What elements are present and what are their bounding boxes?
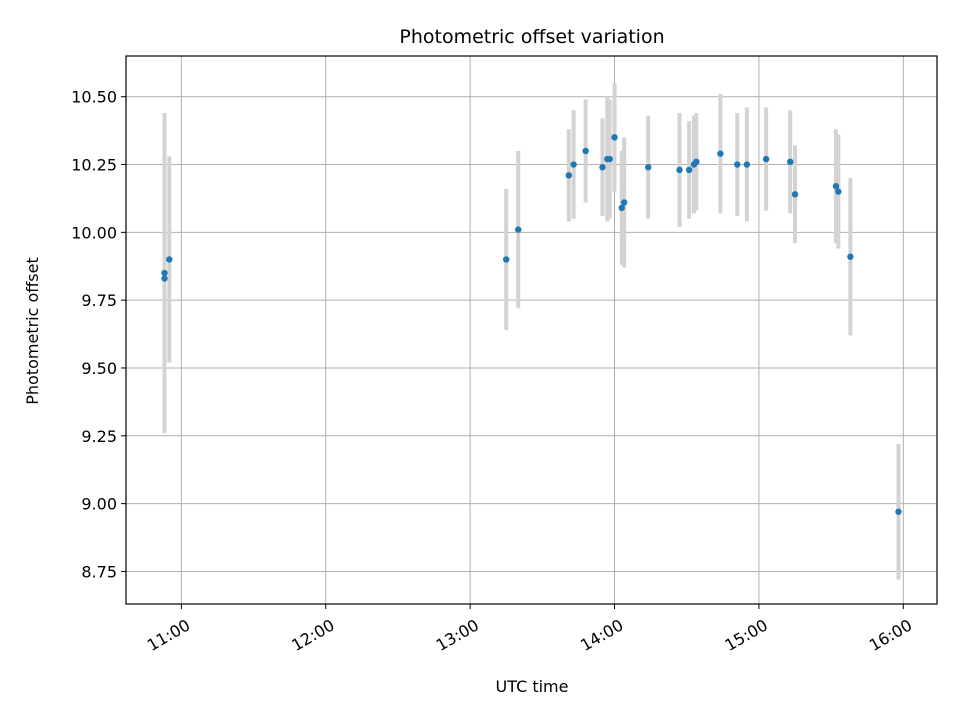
y-tick-label: 10.50 [71, 88, 117, 107]
y-axis-label: Photometric offset [23, 257, 42, 405]
data-point [734, 161, 741, 168]
data-point [762, 155, 770, 163]
y-tick-label: 10.00 [71, 223, 117, 242]
y-tick-label: 10.25 [71, 156, 117, 175]
y-axis-ticks: 8.75 9.00 9.25 9.50 9.75 10.00 10.25 10.50 [71, 88, 126, 581]
y-tick-label: 9.75 [81, 291, 117, 310]
data-point [161, 269, 168, 277]
plot-background [126, 56, 937, 604]
data-point [685, 166, 693, 174]
grid [126, 56, 937, 604]
data-point [166, 256, 173, 263]
data-point [620, 199, 628, 206]
chart-title: Photometric offset variation [399, 26, 664, 48]
data-point [787, 158, 794, 166]
data-point [835, 188, 842, 195]
data-point [832, 183, 840, 190]
data-point [582, 147, 589, 155]
data-point [618, 204, 625, 212]
plot-frame [125, 55, 938, 605]
y-tick-label: 9.00 [81, 495, 117, 514]
data-point [645, 164, 652, 171]
data-point [599, 164, 606, 171]
data-points [161, 134, 902, 515]
data-point [570, 161, 577, 168]
y-tick-label: 9.50 [81, 359, 117, 378]
data-point [895, 508, 902, 515]
y-tick-label: 9.25 [81, 427, 117, 446]
data-point [606, 155, 613, 163]
data-point [743, 161, 751, 168]
y-tick-label: 8.75 [81, 562, 117, 581]
data-point [515, 226, 522, 233]
x-axis-label: UTC time [496, 677, 569, 696]
data-point [161, 275, 168, 282]
data-point [693, 158, 700, 166]
data-point [847, 253, 854, 260]
data-point [611, 134, 618, 141]
data-point [676, 166, 683, 174]
data-point [791, 191, 799, 198]
data-point [565, 172, 573, 179]
data-point [503, 256, 510, 263]
data-point [717, 150, 724, 157]
